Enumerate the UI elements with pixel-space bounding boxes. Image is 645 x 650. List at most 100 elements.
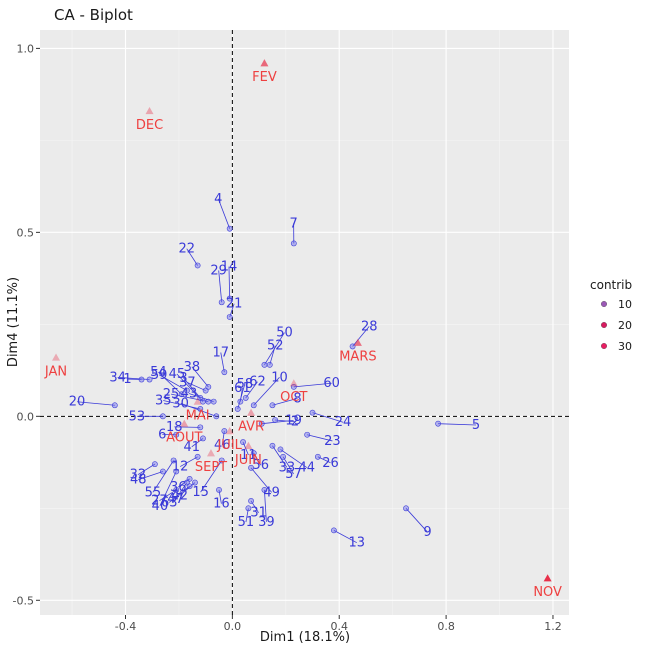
column-point-label: FEV [252,70,277,85]
row-point [250,450,257,457]
row-point [266,361,273,368]
row-point [435,420,441,427]
legend-title: contrib [590,278,632,292]
row-leader-line [183,377,201,399]
row-leader-line [228,266,231,299]
x-tick-label: 0.8 [437,620,455,633]
legend-key [601,322,608,329]
row-leader-line [169,485,190,503]
row-point [216,487,222,493]
row-point [304,431,311,438]
row-point [170,457,177,464]
row-point-label: 54 [150,365,167,380]
row-point-label: 55 [145,485,162,500]
row-leader-line [187,382,206,391]
x-tick-label: 0.0 [224,620,242,633]
row-point [330,527,337,534]
row-leader-line [229,303,235,318]
row-point-label: 7 [290,216,298,231]
plot-panel [40,30,569,615]
row-point [186,483,193,490]
row-point [173,487,180,493]
row-point [261,487,268,493]
legend-label: 10 [618,298,632,311]
row-leader-line [333,530,357,544]
row-leader-line [352,326,370,347]
row-point [205,398,212,405]
row-leader-line [312,412,344,423]
row-point-label: 39 [258,515,275,530]
row-point [178,391,185,398]
row-point [290,383,297,390]
row-point [272,417,279,423]
row-point-label: 48 [130,473,147,488]
row-leader-line [179,456,198,467]
row-point-label: 45 [169,367,186,382]
y-tick-label: -0.5 [13,594,34,607]
row-point [240,439,246,445]
row-point [226,314,233,320]
row-leader-line [158,374,188,391]
row-point-label: 32 [130,468,147,483]
row-point [205,383,212,390]
row-point [151,461,158,468]
row-leader-line [76,401,115,406]
row-point [200,435,206,442]
row-leader-line [293,382,332,388]
row-point-label: 5 [472,418,480,433]
row-point [159,468,166,475]
column-point-label: NOV [533,585,562,600]
row-leader-line [272,397,298,406]
row-point-label: 11 [240,448,257,463]
y-axis-title: Dim4 (11.1%) [6,277,21,367]
row-point-label: 42 [171,489,188,504]
column-point-label: SEPT [195,460,227,475]
row-point [349,343,356,350]
column-point [52,353,61,361]
row-leader-line [152,460,174,493]
row-point [269,442,276,449]
row-leader-line [253,377,280,406]
row-leader-line [159,489,177,502]
column-point-label: MARS [339,350,376,365]
row-point [242,395,249,401]
row-point [173,468,180,475]
legend-label: 20 [618,319,632,332]
row-point [277,446,284,453]
row-point-label: 14 [221,260,238,275]
row-leader-line [438,423,477,426]
row-point [226,295,233,302]
row-point-label: 57 [285,467,302,482]
row-leader-line [253,452,262,466]
column-point [543,574,552,582]
column-point-label: DEC [136,118,163,133]
column-point [289,379,298,387]
row-point [197,406,204,412]
row-point [250,402,257,409]
row-point-label: 13 [349,536,366,551]
row-point-label: 58 [237,377,254,392]
row-point-label: 1 [123,372,131,387]
row-point-label: 3 [179,371,187,386]
row-leader-line [405,508,428,533]
row-point [146,376,153,383]
row-point-label: 10 [271,370,288,385]
row-leader-line [188,393,214,402]
column-point [206,449,215,457]
row-point-label: 22 [178,242,195,257]
row-point [226,225,233,232]
row-leader-line [317,456,331,464]
row-point-label: 15 [192,485,209,500]
row-point [194,262,201,269]
row-point [309,409,316,416]
y-axis-ticks: -0.5 0.0 0.5 1.0 [13,42,40,607]
column-point [247,408,256,416]
column-point-label: JAN [44,364,67,379]
row-point-label: 36 [170,480,187,495]
row-point-label: 41 [184,440,201,455]
x-tick-label: 0.4 [330,620,348,633]
row-leader-line [191,366,209,388]
row-point-label: 27 [151,494,168,509]
